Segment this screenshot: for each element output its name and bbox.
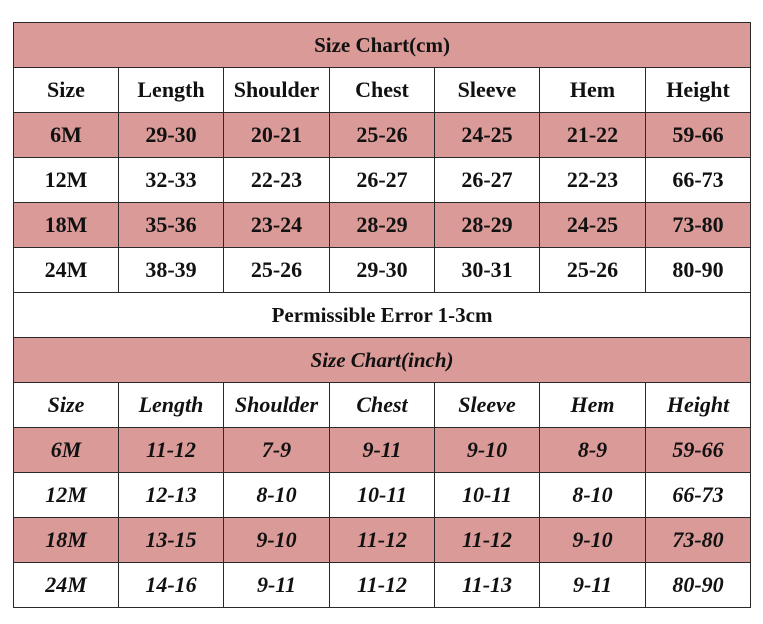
table-cell: 24M — [13, 562, 119, 608]
table-cell: 24-25 — [539, 202, 646, 248]
table-cell: 9-11 — [329, 427, 435, 473]
table-cell: 24-25 — [434, 112, 540, 158]
inch-header-height: Height — [644, 382, 752, 428]
inch-header-hem: Hem — [539, 382, 646, 428]
inch-header-row: Size Length Shoulder Chest Sleeve Hem He… — [13, 382, 752, 428]
table-cell: 23-24 — [223, 202, 330, 248]
table-cell: 18M — [13, 517, 119, 563]
inch-chart-title: Size Chart(inch) — [12, 337, 752, 383]
table-cell: 73-80 — [644, 517, 752, 563]
cm-row-24m: 24M 38-39 25-26 29-30 30-31 25-26 80-90 — [13, 247, 752, 293]
table-cell: 9-11 — [223, 562, 330, 608]
table-cell: 11-12 — [434, 517, 540, 563]
table-cell: 59-66 — [644, 427, 752, 473]
cm-header-size: Size — [13, 67, 119, 113]
note-row: Permissible Error 1-3cm — [12, 292, 752, 338]
table-cell: 32-33 — [118, 157, 224, 203]
table-cell: 11-12 — [118, 427, 224, 473]
table-cell: 38-39 — [118, 247, 224, 293]
table-cell: 8-10 — [223, 472, 330, 518]
permissible-error-note: Permissible Error 1-3cm — [12, 292, 752, 338]
inch-header-chest: Chest — [329, 382, 435, 428]
cm-header-hem: Hem — [539, 67, 646, 113]
table-cell: 28-29 — [434, 202, 540, 248]
table-cell: 25-26 — [223, 247, 330, 293]
table-cell: 9-10 — [434, 427, 540, 473]
table-cell: 9-10 — [223, 517, 330, 563]
table-cell: 22-23 — [539, 157, 646, 203]
table-cell: 12M — [13, 472, 119, 518]
table-cell: 29-30 — [118, 112, 224, 158]
table-cell: 11-12 — [329, 562, 435, 608]
cm-header-height: Height — [644, 67, 752, 113]
cm-title-row: Size Chart(cm) — [12, 22, 752, 68]
inch-row-24m: 24M 14-16 9-11 11-12 11-13 9-11 80-90 — [13, 562, 752, 608]
inch-row-18m: 18M 13-15 9-10 11-12 11-12 9-10 73-80 — [13, 517, 752, 563]
cm-row-6m: 6M 29-30 20-21 25-26 24-25 21-22 59-66 — [13, 112, 752, 158]
cm-header-shoulder: Shoulder — [223, 67, 330, 113]
table-cell: 9-10 — [539, 517, 646, 563]
table-cell: 11-12 — [329, 517, 435, 563]
table-cell: 80-90 — [644, 247, 752, 293]
cm-header-sleeve: Sleeve — [434, 67, 540, 113]
cm-header-row: Size Length Shoulder Chest Sleeve Hem He… — [13, 67, 752, 113]
inch-row-6m: 6M 11-12 7-9 9-11 9-10 8-9 59-66 — [13, 427, 752, 473]
table-cell: 59-66 — [644, 112, 752, 158]
inch-header-sleeve: Sleeve — [434, 382, 540, 428]
table-cell: 25-26 — [539, 247, 646, 293]
table-cell: 30-31 — [434, 247, 540, 293]
table-cell: 66-73 — [644, 157, 752, 203]
table-cell: 26-27 — [434, 157, 540, 203]
table-cell: 8-10 — [539, 472, 646, 518]
table-cell: 14-16 — [118, 562, 224, 608]
table-cell: 21-22 — [539, 112, 646, 158]
size-chart-table: Size Chart(cm) Size Length Shoulder Ches… — [12, 22, 752, 608]
table-cell: 80-90 — [644, 562, 752, 608]
table-cell: 10-11 — [434, 472, 540, 518]
cm-header-length: Length — [118, 67, 224, 113]
table-cell: 73-80 — [644, 202, 752, 248]
table-cell: 8-9 — [539, 427, 646, 473]
inch-row-12m: 12M 12-13 8-10 10-11 10-11 8-10 66-73 — [13, 472, 752, 518]
table-cell: 66-73 — [644, 472, 752, 518]
inch-header-shoulder: Shoulder — [223, 382, 330, 428]
table-cell: 10-11 — [329, 472, 435, 518]
table-cell: 6M — [13, 112, 119, 158]
table-cell: 28-29 — [329, 202, 435, 248]
inch-header-size: Size — [13, 382, 119, 428]
cm-header-chest: Chest — [329, 67, 435, 113]
cm-chart-title: Size Chart(cm) — [12, 22, 752, 68]
table-cell: 7-9 — [223, 427, 330, 473]
table-cell: 22-23 — [223, 157, 330, 203]
table-cell: 12M — [13, 157, 119, 203]
table-cell: 12-13 — [118, 472, 224, 518]
inch-header-length: Length — [118, 382, 224, 428]
table-cell: 25-26 — [329, 112, 435, 158]
inch-title-row: Size Chart(inch) — [12, 337, 752, 383]
table-cell: 6M — [13, 427, 119, 473]
table-cell: 29-30 — [329, 247, 435, 293]
table-cell: 11-13 — [434, 562, 540, 608]
table-cell: 24M — [13, 247, 119, 293]
table-cell: 13-15 — [118, 517, 224, 563]
table-cell: 20-21 — [223, 112, 330, 158]
table-cell: 18M — [13, 202, 119, 248]
table-cell: 26-27 — [329, 157, 435, 203]
table-cell: 9-11 — [539, 562, 646, 608]
cm-row-12m: 12M 32-33 22-23 26-27 26-27 22-23 66-73 — [13, 157, 752, 203]
cm-row-18m: 18M 35-36 23-24 28-29 28-29 24-25 73-80 — [13, 202, 752, 248]
table-cell: 35-36 — [118, 202, 224, 248]
